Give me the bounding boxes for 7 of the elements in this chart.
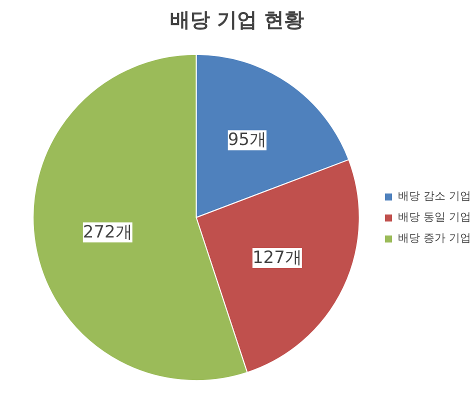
data-label: 272개 xyxy=(82,222,132,242)
data-label: 127개 xyxy=(252,248,302,268)
legend-label: 배당 증가 기업 xyxy=(398,230,471,246)
data-label: 95개 xyxy=(228,130,267,150)
legend-label: 배당 동일 기업 xyxy=(398,210,471,224)
legend-label: 배당 감소 기업 xyxy=(398,188,471,204)
chart-title: 배당 기업 현황 xyxy=(170,8,304,32)
